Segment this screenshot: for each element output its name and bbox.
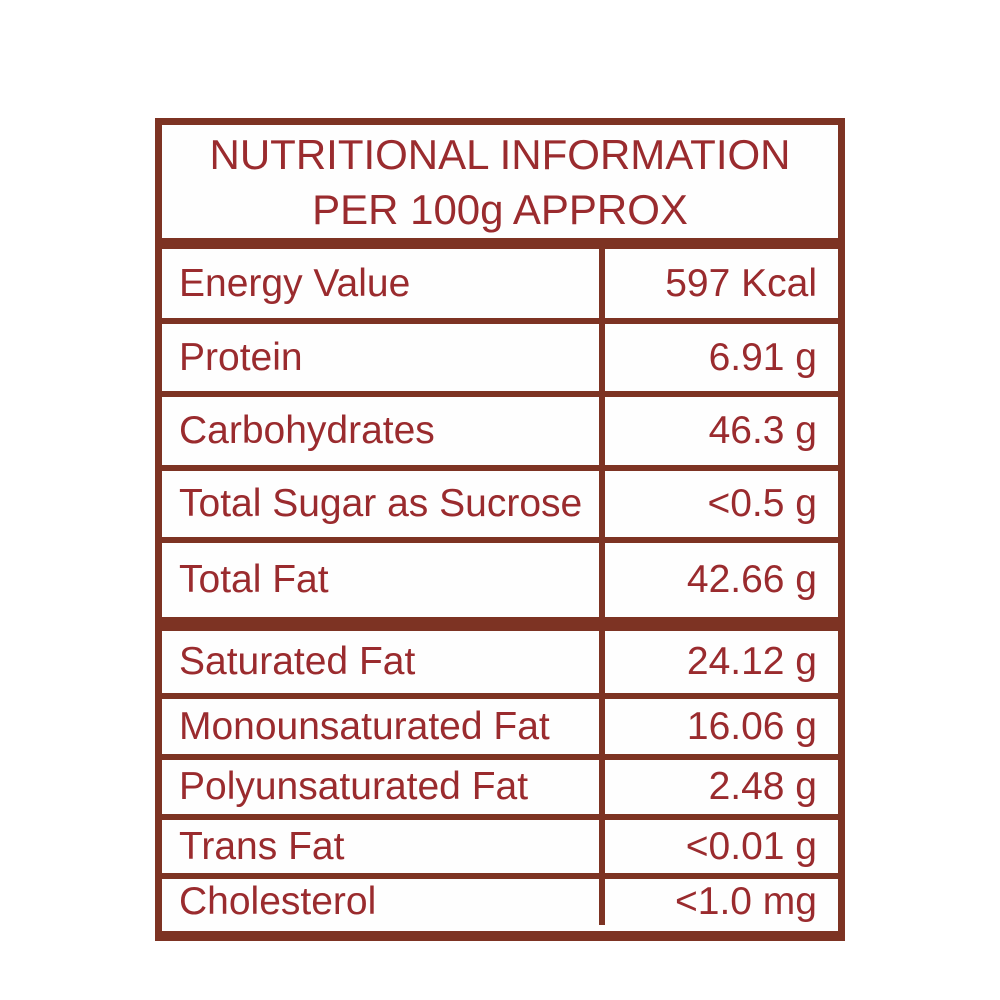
nutrient-label: Cholesterol: [162, 879, 605, 925]
nutrition-table: NUTRITIONAL INFORMATION PER 100g APPROX …: [155, 118, 845, 941]
nutrient-value: 42.66 g: [686, 558, 817, 601]
nutrient-label: Total Sugar as Sucrose: [162, 471, 605, 537]
table-section: Saturated Fat 24.12 g Monounsaturated Fat 1…: [162, 631, 838, 925]
nutrient-value: <1.0 mg: [674, 880, 817, 923]
table-row: Energy Value 597 Kcal: [162, 249, 838, 318]
nutrient-value: 6.91 g: [708, 335, 817, 379]
nutrient-label: Total Fat: [162, 543, 605, 617]
section-divider: [162, 617, 838, 631]
nutrient-label: Polyunsaturated Fat: [162, 760, 605, 814]
nutrient-label: Trans Fat: [162, 820, 605, 873]
nutrient-value: 46.3 g: [708, 409, 817, 452]
nutrient-label: Saturated Fat: [162, 631, 605, 693]
nutrient-label: Protein: [162, 324, 605, 391]
nutrient-value: <0.5 g: [707, 482, 817, 525]
table-body: Energy Value 597 Kcal Protein 6.91 g Carbohy…: [162, 249, 838, 925]
table-row: Saturated Fat 24.12 g: [162, 631, 838, 693]
table-row: Carbohydrates 46.3 g: [162, 391, 838, 465]
nutrient-label: Energy Value: [162, 249, 605, 318]
nutrient-value: 24.12 g: [686, 640, 817, 683]
nutrient-value: 16.06 g: [686, 704, 817, 748]
nutrient-label: Monounsaturated Fat: [162, 699, 605, 754]
table-header: NUTRITIONAL INFORMATION PER 100g APPROX: [162, 125, 838, 249]
header-title-line-2: PER 100g APPROX: [312, 185, 688, 233]
table-row: Protein 6.91 g: [162, 318, 838, 391]
nutrient-label: Carbohydrates: [162, 397, 605, 465]
nutrient-value: 2.48 g: [708, 765, 817, 808]
table-row: Cholesterol <1.0 mg: [162, 873, 838, 925]
table-section: Energy Value 597 Kcal Protein 6.91 g Carbohy…: [162, 249, 838, 617]
table-row: Polyunsaturated Fat 2.48 g: [162, 754, 838, 814]
table-row: Monounsaturated Fat 16.06 g: [162, 693, 838, 754]
nutrient-value: <0.01 g: [685, 824, 817, 868]
table-row: Total Fat 42.66 g: [162, 537, 838, 617]
table-row: Trans Fat <0.01 g: [162, 814, 838, 873]
nutrient-value: 597 Kcal: [665, 261, 817, 305]
table-row: Total Sugar as Sucrose <0.5 g: [162, 465, 838, 537]
header-title-line-1: NUTRITIONAL INFORMATION: [209, 130, 791, 178]
